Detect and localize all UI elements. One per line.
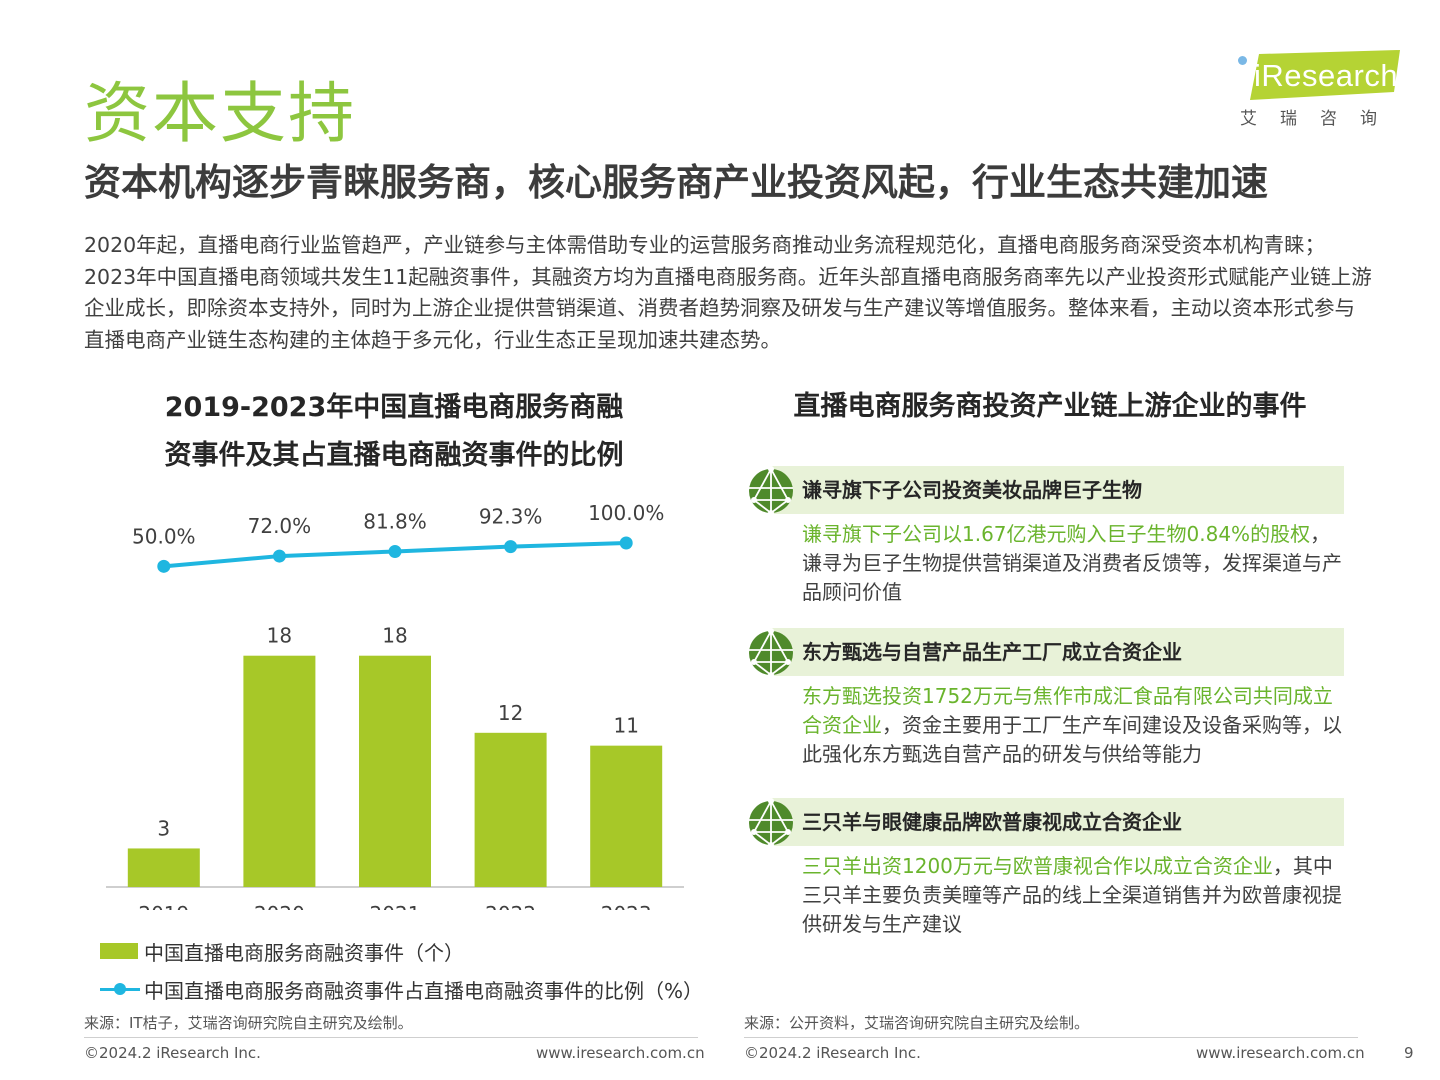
event-card: 谦寻旗下子公司投资美妆品牌巨子生物 谦寻旗下子公司以1.67亿港元购入巨子生物0… bbox=[746, 466, 1346, 604]
logo-band bbox=[1250, 50, 1400, 100]
chart-legend: 中国直播电商服务商融资事件（个） 中国直播电商服务商融资事件占直播电商融资事件的… bbox=[100, 932, 703, 1008]
x-tick-2023: 2023 bbox=[601, 902, 652, 910]
legend-line-label: 中国直播电商服务商融资事件占直播电商融资事件的比例（%） bbox=[144, 978, 704, 1003]
bar-2023 bbox=[590, 745, 663, 887]
legend-bar-label: 中国直播电商服务商融资事件（个） bbox=[144, 940, 464, 965]
bar-label-2019: 3 bbox=[157, 816, 170, 840]
ratio-point-2021 bbox=[388, 544, 402, 558]
ratio-point-2020 bbox=[272, 549, 286, 563]
footer-copyright-left: ©2024.2 iResearch Inc. bbox=[84, 1044, 261, 1062]
chart-title: 2019-2023年中国直播电商服务商融 资事件及其占直播电商融资事件的比例 bbox=[84, 384, 704, 480]
bar-label-2020: 18 bbox=[267, 624, 292, 648]
globe-network-icon bbox=[749, 466, 793, 516]
event-heading: 东方甄选与自营产品生产工厂成立合资企业 bbox=[746, 628, 1346, 678]
page-number: 9 bbox=[1404, 1044, 1414, 1062]
ratio-label-2022: 92.3% bbox=[479, 505, 543, 529]
event-detail: ，资金主要用于工厂生产车间建设及设备采购等，以此强化东方甄选自营产品的研发与供给… bbox=[802, 713, 1342, 766]
legend-item-line: 中国直播电商服务商融资事件占直播电商融资事件的比例（%） bbox=[100, 970, 703, 1008]
event-description: 东方甄选投资1752万元与焦作市成汇食品有限公司共同成立合资企业，资金主要用于工… bbox=[802, 682, 1342, 769]
footer-divider-left bbox=[84, 1037, 698, 1038]
legend-line-swatch bbox=[100, 979, 140, 999]
chart-title-line1: 2019-2023年中国直播电商服务商融 bbox=[164, 392, 624, 423]
page-title: 资本支持 bbox=[84, 75, 356, 152]
x-tick-2020: 2020 bbox=[254, 902, 305, 910]
event-detail: ，其中三只羊主要负责美瞳等产品的线上全渠道销售并为欧普康视提供研发与生产建议 bbox=[802, 854, 1342, 936]
event-highlight: 东方甄选投资1752万元与焦作市成汇食品有限公司共同成立合资企业 bbox=[802, 684, 1333, 737]
x-tick-2022: 2022 bbox=[485, 902, 536, 910]
event-detail: ，谦寻为巨子生物提供营销渠道及消费者反馈等，发挥渠道与产品顾问价值 bbox=[802, 522, 1342, 604]
event-description: 三只羊出资1200万元与欧普康视合作以成立合资企业，其中三只羊主要负责美瞳等产品… bbox=[802, 852, 1342, 939]
bar-label-2022: 12 bbox=[498, 701, 523, 725]
event-heading-text: 三只羊与眼健康品牌欧普康视成立合资企业 bbox=[802, 810, 1182, 834]
logo-text: iResearch bbox=[1254, 58, 1399, 93]
x-tick-2019: 2019 bbox=[138, 902, 189, 910]
bar-2020 bbox=[243, 655, 316, 887]
ratio-point-2019 bbox=[157, 559, 171, 573]
bar-2022 bbox=[474, 732, 547, 887]
ratio-label-2021: 81.8% bbox=[363, 509, 427, 533]
iresearch-logo: iResearch 艾瑞咨询 bbox=[1238, 44, 1400, 129]
event-heading-bg bbox=[770, 466, 1344, 514]
ratio-point-2022 bbox=[504, 540, 518, 554]
event-description: 谦寻旗下子公司以1.67亿港元购入巨子生物0.84%的股权，谦寻为巨子生物提供营… bbox=[802, 520, 1342, 607]
event-heading-text: 东方甄选与自营产品生产工厂成立合资企业 bbox=[802, 640, 1182, 664]
footer-website-left: www.iresearch.com.cn bbox=[536, 1044, 705, 1062]
logo-subtext: 艾瑞咨询 bbox=[1240, 109, 1400, 129]
globe-network-icon bbox=[749, 628, 793, 678]
events-panel-title: 直播电商服务商投资产业链上游企业的事件 bbox=[793, 391, 1307, 422]
bar-2019 bbox=[127, 848, 200, 887]
footer-divider-right bbox=[744, 1037, 1358, 1038]
x-tick-2021: 2021 bbox=[370, 902, 421, 910]
events-source: 来源：公开资料，艾瑞咨询研究院自主研究及绘制。 bbox=[744, 1014, 1090, 1032]
chart-title-line2: 资事件及其占直播电商融资事件的比例 bbox=[164, 440, 624, 471]
event-card: 三只羊与眼健康品牌欧普康视成立合资企业 三只羊出资1200万元与欧普康视合作以成… bbox=[746, 798, 1346, 936]
event-heading: 谦寻旗下子公司投资美妆品牌巨子生物 bbox=[746, 466, 1346, 516]
ratio-label-2019: 50.0% bbox=[132, 524, 196, 548]
chart-source: 来源：IT桔子，艾瑞咨询研究院自主研究及绘制。 bbox=[84, 1014, 413, 1032]
bar-label-2023: 11 bbox=[613, 714, 638, 738]
legend-bar-swatch bbox=[100, 943, 138, 959]
bar-label-2021: 18 bbox=[382, 624, 407, 648]
event-heading-bg bbox=[770, 628, 1344, 676]
legend-item-bar: 中国直播电商服务商融资事件（个） bbox=[100, 932, 703, 970]
ratio-label-2023: 100.0% bbox=[588, 501, 664, 525]
event-highlight: 谦寻旗下子公司以1.67亿港元购入巨子生物0.84%的股权 bbox=[802, 522, 1311, 546]
event-card: 东方甄选与自营产品生产工厂成立合资企业 东方甄选投资1752万元与焦作市成汇食品… bbox=[746, 628, 1346, 766]
event-heading: 三只羊与眼健康品牌欧普康视成立合资企业 bbox=[746, 798, 1346, 848]
logo-dot-icon bbox=[1238, 56, 1247, 65]
ratio-label-2020: 72.0% bbox=[248, 514, 312, 538]
page-subtitle: 资本机构逐步青睐服务商，核心服务商产业投资风起，行业生态共建加速 bbox=[84, 161, 1268, 204]
event-highlight: 三只羊出资1200万元与欧普康视合作以成立合资企业 bbox=[802, 854, 1273, 878]
event-heading-text: 谦寻旗下子公司投资美妆品牌巨子生物 bbox=[802, 478, 1142, 502]
intro-paragraph: 2020年起，直播电商行业监管趋严，产业链参与主体需借助专业的运营服务商推动业务… bbox=[84, 233, 1372, 352]
ratio-point-2023 bbox=[619, 536, 633, 550]
bar-2021 bbox=[359, 655, 431, 887]
footer-copyright-right: ©2024.2 iResearch Inc. bbox=[744, 1044, 921, 1062]
event-heading-bg bbox=[770, 798, 1344, 846]
financing-chart: 3 2019 18 2020 18 2021 12 2022 11 2023 50.0% 72.0% 8… bbox=[106, 501, 684, 910]
footer-website-right: www.iresearch.com.cn bbox=[1196, 1044, 1365, 1062]
globe-network-icon bbox=[749, 798, 793, 848]
